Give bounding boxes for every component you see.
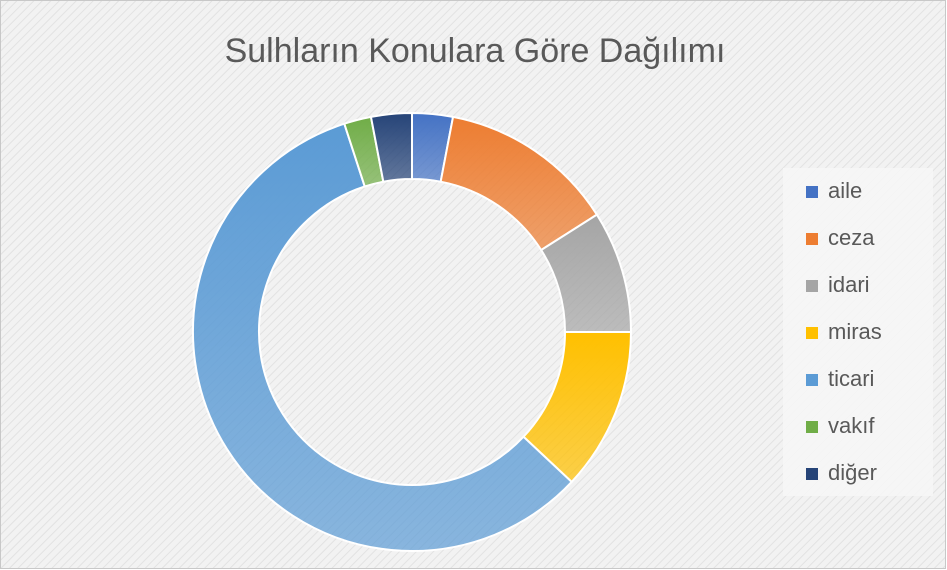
donut-slice bbox=[192, 122, 574, 552]
legend-swatch bbox=[806, 233, 818, 245]
legend-label: idari bbox=[828, 272, 870, 297]
legend-swatch bbox=[806, 374, 818, 386]
legend-swatch bbox=[806, 421, 818, 433]
legend-swatch bbox=[806, 186, 818, 198]
legend-label: vakıf bbox=[828, 413, 875, 438]
legend-label: aile bbox=[828, 178, 862, 203]
legend-label: miras bbox=[828, 319, 882, 344]
donut-slice bbox=[369, 111, 413, 183]
legend-label: ticari bbox=[828, 366, 874, 391]
legend-swatch bbox=[806, 468, 818, 480]
chart-title: Sulhların Konulara Göre Dağılımı bbox=[225, 32, 726, 70]
legend-swatch bbox=[806, 327, 818, 339]
legend-label: ceza bbox=[828, 225, 875, 250]
legend-swatch bbox=[806, 280, 818, 292]
legend-label: diğer bbox=[828, 460, 877, 485]
